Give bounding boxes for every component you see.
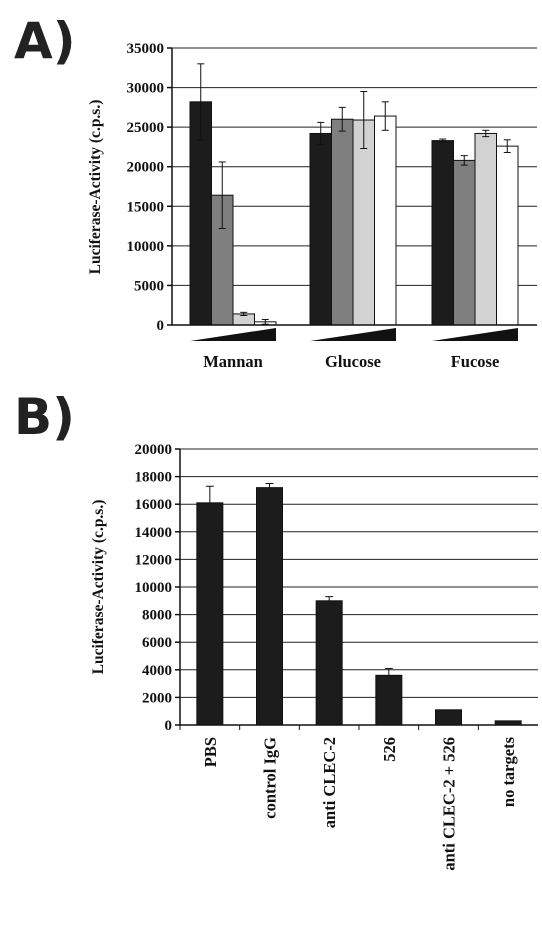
- panel-a-y-ticks: 0 5000 10000 15000 20000 25000 30000 35000: [127, 41, 172, 334]
- category-label: Fucose: [451, 352, 500, 371]
- bar: [374, 115, 397, 326]
- y-tick-label: 5000: [134, 278, 164, 294]
- panel-a-concentration-wedges: [190, 328, 518, 341]
- bar: [496, 145, 519, 326]
- y-tick-label: 18000: [135, 470, 173, 486]
- y-tick-label: 30000: [127, 81, 165, 97]
- y-tick-label: 16000: [135, 497, 173, 513]
- panel-a-bars: [189, 63, 519, 326]
- y-tick-label: 15000: [127, 199, 165, 215]
- category-label: control IgG: [261, 737, 280, 819]
- y-tick-label: 4000: [142, 663, 172, 679]
- y-tick-label: 25000: [127, 120, 165, 136]
- bar: [309, 132, 332, 326]
- panel-b-bars: [179, 483, 522, 730]
- y-tick-label: 6000: [142, 635, 172, 651]
- category-label: no targets: [499, 736, 518, 807]
- panel-a-y-axis-label: Luciferase-Activity (c.p.s.): [87, 100, 104, 275]
- concentration-wedge: [190, 328, 276, 341]
- y-tick-label: 8000: [142, 608, 172, 624]
- concentration-wedge: [310, 328, 396, 341]
- bar: [453, 159, 476, 326]
- bar: [435, 709, 462, 726]
- bar: [331, 118, 354, 326]
- category-label: PBS: [201, 737, 220, 767]
- panel-b-label: B): [14, 388, 75, 446]
- category-label: Mannan: [203, 352, 263, 371]
- y-tick-label: 12000: [135, 552, 173, 568]
- y-tick-label: 35000: [127, 41, 165, 57]
- y-tick-label: 10000: [127, 239, 165, 255]
- concentration-wedge: [432, 328, 518, 341]
- bar: [196, 502, 224, 726]
- y-tick-label: 10000: [135, 580, 173, 596]
- panel-b-categories: PBS control IgG anti CLEC-2 526 anti CLEC-2 …: [201, 736, 518, 870]
- y-tick-label: 20000: [127, 160, 165, 176]
- y-tick-label: 0: [157, 318, 165, 334]
- bar: [375, 674, 403, 726]
- bar: [352, 119, 375, 326]
- y-tick-label: 2000: [142, 690, 172, 706]
- panel-b-y-ticks: 0 2000 4000 6000 8000 10000 12000 14000 16000 180…: [135, 442, 180, 734]
- panel-b-y-axis-label: Luciferase-Activity (c.p.s.): [90, 500, 107, 675]
- y-tick-label: 0: [165, 718, 173, 734]
- bar: [256, 487, 283, 726]
- panel-a-label: A): [14, 12, 76, 70]
- category-label: anti CLEC-2 + 526: [440, 737, 459, 871]
- category-label: anti CLEC-2: [320, 737, 339, 828]
- bar: [474, 132, 497, 326]
- category-label: Glucose: [325, 352, 381, 371]
- panel-b-gridlines: [180, 448, 538, 698]
- y-tick-label: 14000: [135, 525, 173, 541]
- panel-a-categories: Mannan Glucose Fucose: [203, 352, 499, 371]
- y-tick-label: 20000: [135, 442, 173, 458]
- category-label: 526: [380, 737, 399, 762]
- bar: [431, 140, 454, 326]
- bar: [315, 600, 343, 726]
